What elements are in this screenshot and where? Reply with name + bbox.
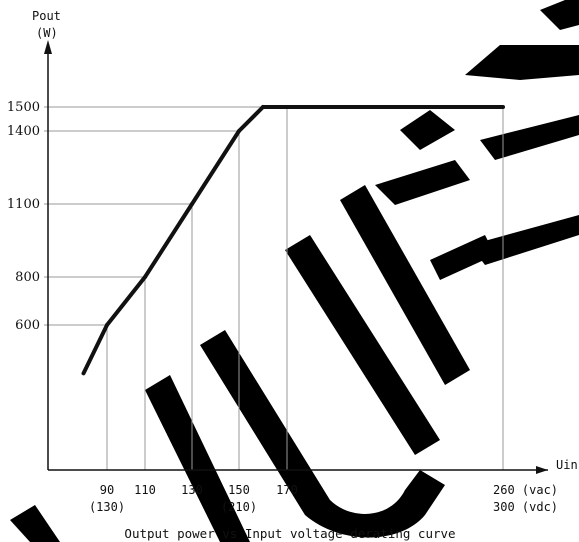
x-tick-sublabel: (130) — [89, 500, 125, 514]
chart-title: Output power vs Input voltage derating c… — [124, 526, 455, 541]
series-line-segment — [190, 129, 241, 206]
y-tick-label: 600 — [15, 318, 40, 333]
watermark-stroke — [480, 115, 579, 160]
x-tick-label: 150 — [228, 483, 250, 497]
y-axis-arrow — [44, 40, 52, 54]
x-tick-label: 170 — [276, 483, 298, 497]
watermark-stroke — [470, 215, 579, 265]
watermark-stroke — [400, 110, 455, 150]
x-tick-sublabel: 300 (vdc) — [493, 500, 558, 514]
x-axis-label: Uin — [556, 458, 578, 472]
y-tick-label: 800 — [15, 270, 40, 285]
y-axis-unit: (W) — [36, 26, 58, 40]
x-axis-arrow — [536, 466, 548, 474]
y-tick-label: 1100 — [7, 197, 40, 212]
tick-labels: 600 800 1100 1400 1500 90 (130) 110 130 150 (210) 1… — [7, 100, 558, 514]
y-tick-label: 1400 — [7, 124, 40, 139]
watermark-stroke — [200, 330, 445, 538]
watermark-stroke — [465, 45, 579, 80]
series-line-segment — [143, 202, 194, 279]
watermark-stroke — [145, 375, 250, 542]
x-tick-label: 260 (vac) — [493, 483, 558, 497]
watermark — [10, 0, 579, 542]
series-line-segment — [81, 323, 109, 376]
watermark-stroke — [540, 0, 579, 30]
watermark-stroke — [375, 160, 470, 205]
watermark-stroke — [340, 185, 470, 385]
x-tick-label: 90 — [100, 483, 114, 497]
watermark-stroke — [10, 505, 60, 542]
x-tick-sublabel: (210) — [221, 500, 257, 514]
x-tick-label: 130 — [181, 483, 203, 497]
series-line-segment — [105, 275, 147, 327]
y-tick-label: 1500 — [7, 100, 40, 115]
axes — [44, 40, 548, 474]
series-line-segment — [237, 105, 265, 133]
x-tick-label: 110 — [134, 483, 156, 497]
series-layer — [81, 105, 505, 376]
y-axis-label: Pout — [32, 9, 61, 23]
watermark-stroke — [285, 235, 440, 455]
